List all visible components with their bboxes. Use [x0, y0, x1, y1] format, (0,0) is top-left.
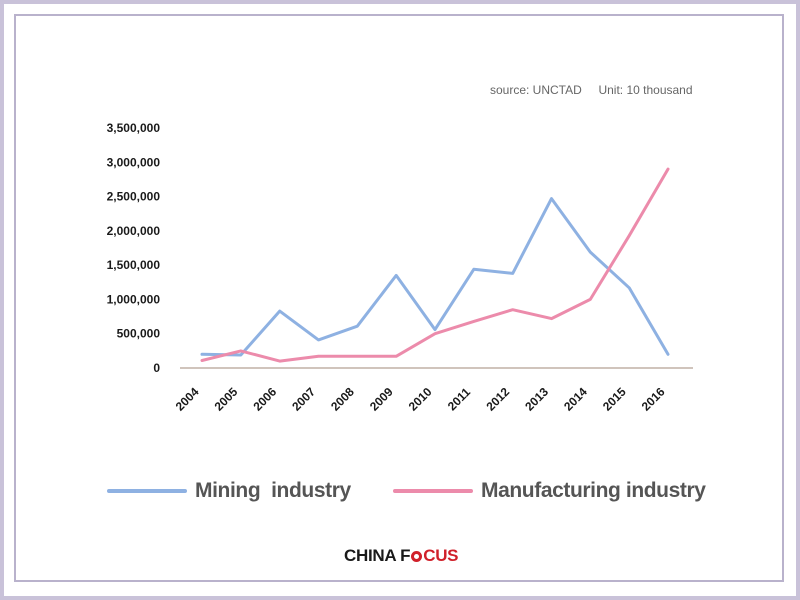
y-tick-label: 500,000 — [117, 327, 161, 341]
series-lines — [200, 167, 670, 363]
x-axis-ticks: 2004 2005 2006 2007 2008 2009 2010 2011 2012 2013… — [173, 385, 668, 414]
x-tick-label: 2004 — [173, 385, 202, 414]
x-tick-label: 2006 — [250, 385, 279, 414]
logo-text-china-f: CHINA F — [344, 546, 411, 565]
legend-item-manufacturing: Manufacturing industry — [393, 478, 706, 504]
inner-frame — [14, 14, 784, 582]
x-tick-label: 2009 — [367, 385, 396, 414]
y-axis-ticks: 0 500,000 1,000,000 1,500,000 2,000,000 2,500… — [107, 121, 161, 375]
y-tick-label: 2,500,000 — [107, 190, 161, 204]
y-tick-label: 1,000,000 — [107, 292, 161, 306]
x-tick-label: 2016 — [639, 385, 668, 414]
x-tick-label: 2010 — [406, 385, 435, 414]
legend-item-mining: Mining industry — [107, 478, 351, 504]
y-tick-label: 0 — [153, 361, 160, 375]
legend-swatch-mining — [107, 489, 187, 493]
legend-label-mining: Mining industry — [195, 479, 351, 502]
x-tick-label: 2007 — [289, 385, 318, 414]
legend-swatch-manufacturing — [393, 489, 473, 493]
x-tick-label: 2014 — [561, 385, 590, 414]
series-line-manufacturing — [200, 167, 670, 363]
x-tick-label: 2005 — [212, 385, 241, 414]
x-tick-label: 2015 — [600, 385, 629, 414]
y-tick-label: 3,000,000 — [107, 155, 161, 169]
china-focus-logo: CHINA F CUS — [344, 546, 459, 566]
logo-ring-icon — [411, 550, 423, 562]
y-tick-label: 1,500,000 — [107, 258, 161, 272]
logo-text-cus: CUS — [423, 546, 459, 565]
source-note: source: UNCTAD Unit: 10 thousand — [490, 83, 693, 97]
series-line-mining — [200, 197, 670, 357]
legend-label-manufacturing: Manufacturing industry — [481, 479, 706, 502]
y-tick-label: 3,500,000 — [107, 121, 161, 135]
y-tick-label: 2,000,000 — [107, 224, 161, 238]
x-tick-label: 2011 — [445, 385, 474, 414]
x-tick-label: 2008 — [328, 385, 357, 414]
x-tick-label: 2012 — [483, 385, 512, 414]
x-tick-label: 2013 — [522, 385, 551, 414]
